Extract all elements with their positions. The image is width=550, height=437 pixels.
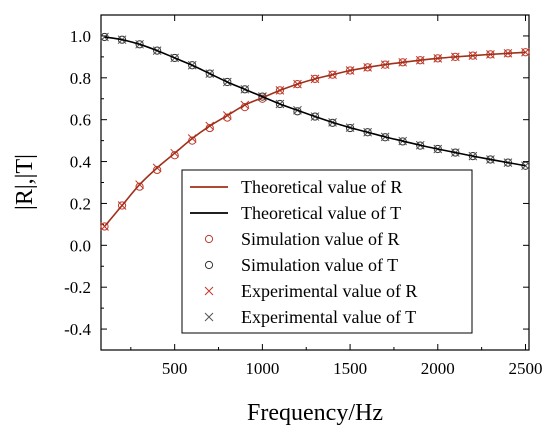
data-point [135, 182, 144, 191]
legend-label: Experimental value of R [241, 281, 417, 301]
series-theoretical-value-of-t [104, 36, 526, 167]
series-theoretical-value-of-r [103, 51, 526, 227]
x-tick-label: 500 [162, 359, 188, 378]
data-point [153, 165, 162, 175]
data-point [205, 69, 214, 78]
series-line [104, 36, 526, 167]
legend-marker [204, 234, 214, 244]
data-point [275, 99, 285, 109]
legend-swatch [204, 312, 214, 322]
x-tick-label: 2500 [508, 359, 542, 378]
legend-marker [204, 286, 214, 296]
data-point [310, 74, 320, 83]
y-tick-label: 0.6 [70, 111, 91, 130]
data-point [135, 40, 144, 49]
legend-label: Theoretical value of T [241, 203, 401, 223]
legend-label: Theoretical value of R [241, 177, 402, 197]
data-point [100, 32, 109, 42]
y-tick-label: 0.2 [70, 194, 91, 213]
y-tick-label: 0.0 [70, 236, 91, 255]
y-axis-ticks: -0.4 -0.2 0.0 0.2 0.4 0.6 0.8 1.0 [64, 14, 529, 351]
y-tick-label: 0.8 [70, 69, 91, 88]
data-point [328, 70, 337, 79]
legend-swatch [204, 234, 214, 244]
legend-marker [204, 260, 214, 270]
legend-marker [204, 312, 214, 322]
data-point [117, 201, 127, 210]
data-point [310, 112, 320, 121]
y-tick-label: 1.0 [70, 27, 91, 46]
legend-box [181, 169, 473, 334]
data-point [153, 46, 162, 55]
y-tick-label: -0.2 [64, 278, 91, 297]
x-tick-label: 2000 [421, 359, 455, 378]
x-tick-label: 1000 [245, 359, 279, 378]
data-point [363, 128, 372, 137]
data-point [521, 47, 530, 57]
data-point [521, 161, 530, 171]
legend-label: Simulation value of R [241, 229, 399, 249]
data-point [293, 79, 302, 89]
data-point [170, 53, 179, 63]
legend-swatch [204, 260, 214, 270]
data-point [223, 77, 232, 87]
y-tick-label: 0.4 [70, 153, 92, 172]
data-point [188, 61, 197, 70]
x-axis-ticks: 500 1000 1500 2000 2500 [130, 15, 542, 378]
series-layer [100, 32, 530, 231]
legend-label: Experimental value of T [241, 307, 416, 327]
x-axis-title: Frequency/Hz [247, 400, 383, 426]
data-point [275, 86, 285, 95]
data-point [240, 85, 249, 94]
legend-swatch [204, 286, 214, 296]
y-axis-title: |R|,|T| [12, 154, 38, 210]
legend: Theoretical value of R Theoretical value … [181, 169, 473, 334]
data-point [100, 222, 109, 231]
series-line [103, 51, 526, 227]
y-tick-label: -0.4 [64, 320, 91, 339]
legend-label: Simulation value of T [241, 255, 398, 275]
x-tick-label: 1500 [333, 359, 367, 378]
